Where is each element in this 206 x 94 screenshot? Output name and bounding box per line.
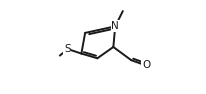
Text: S: S (64, 44, 71, 54)
Text: O: O (142, 60, 150, 70)
Text: N: N (111, 21, 119, 31)
